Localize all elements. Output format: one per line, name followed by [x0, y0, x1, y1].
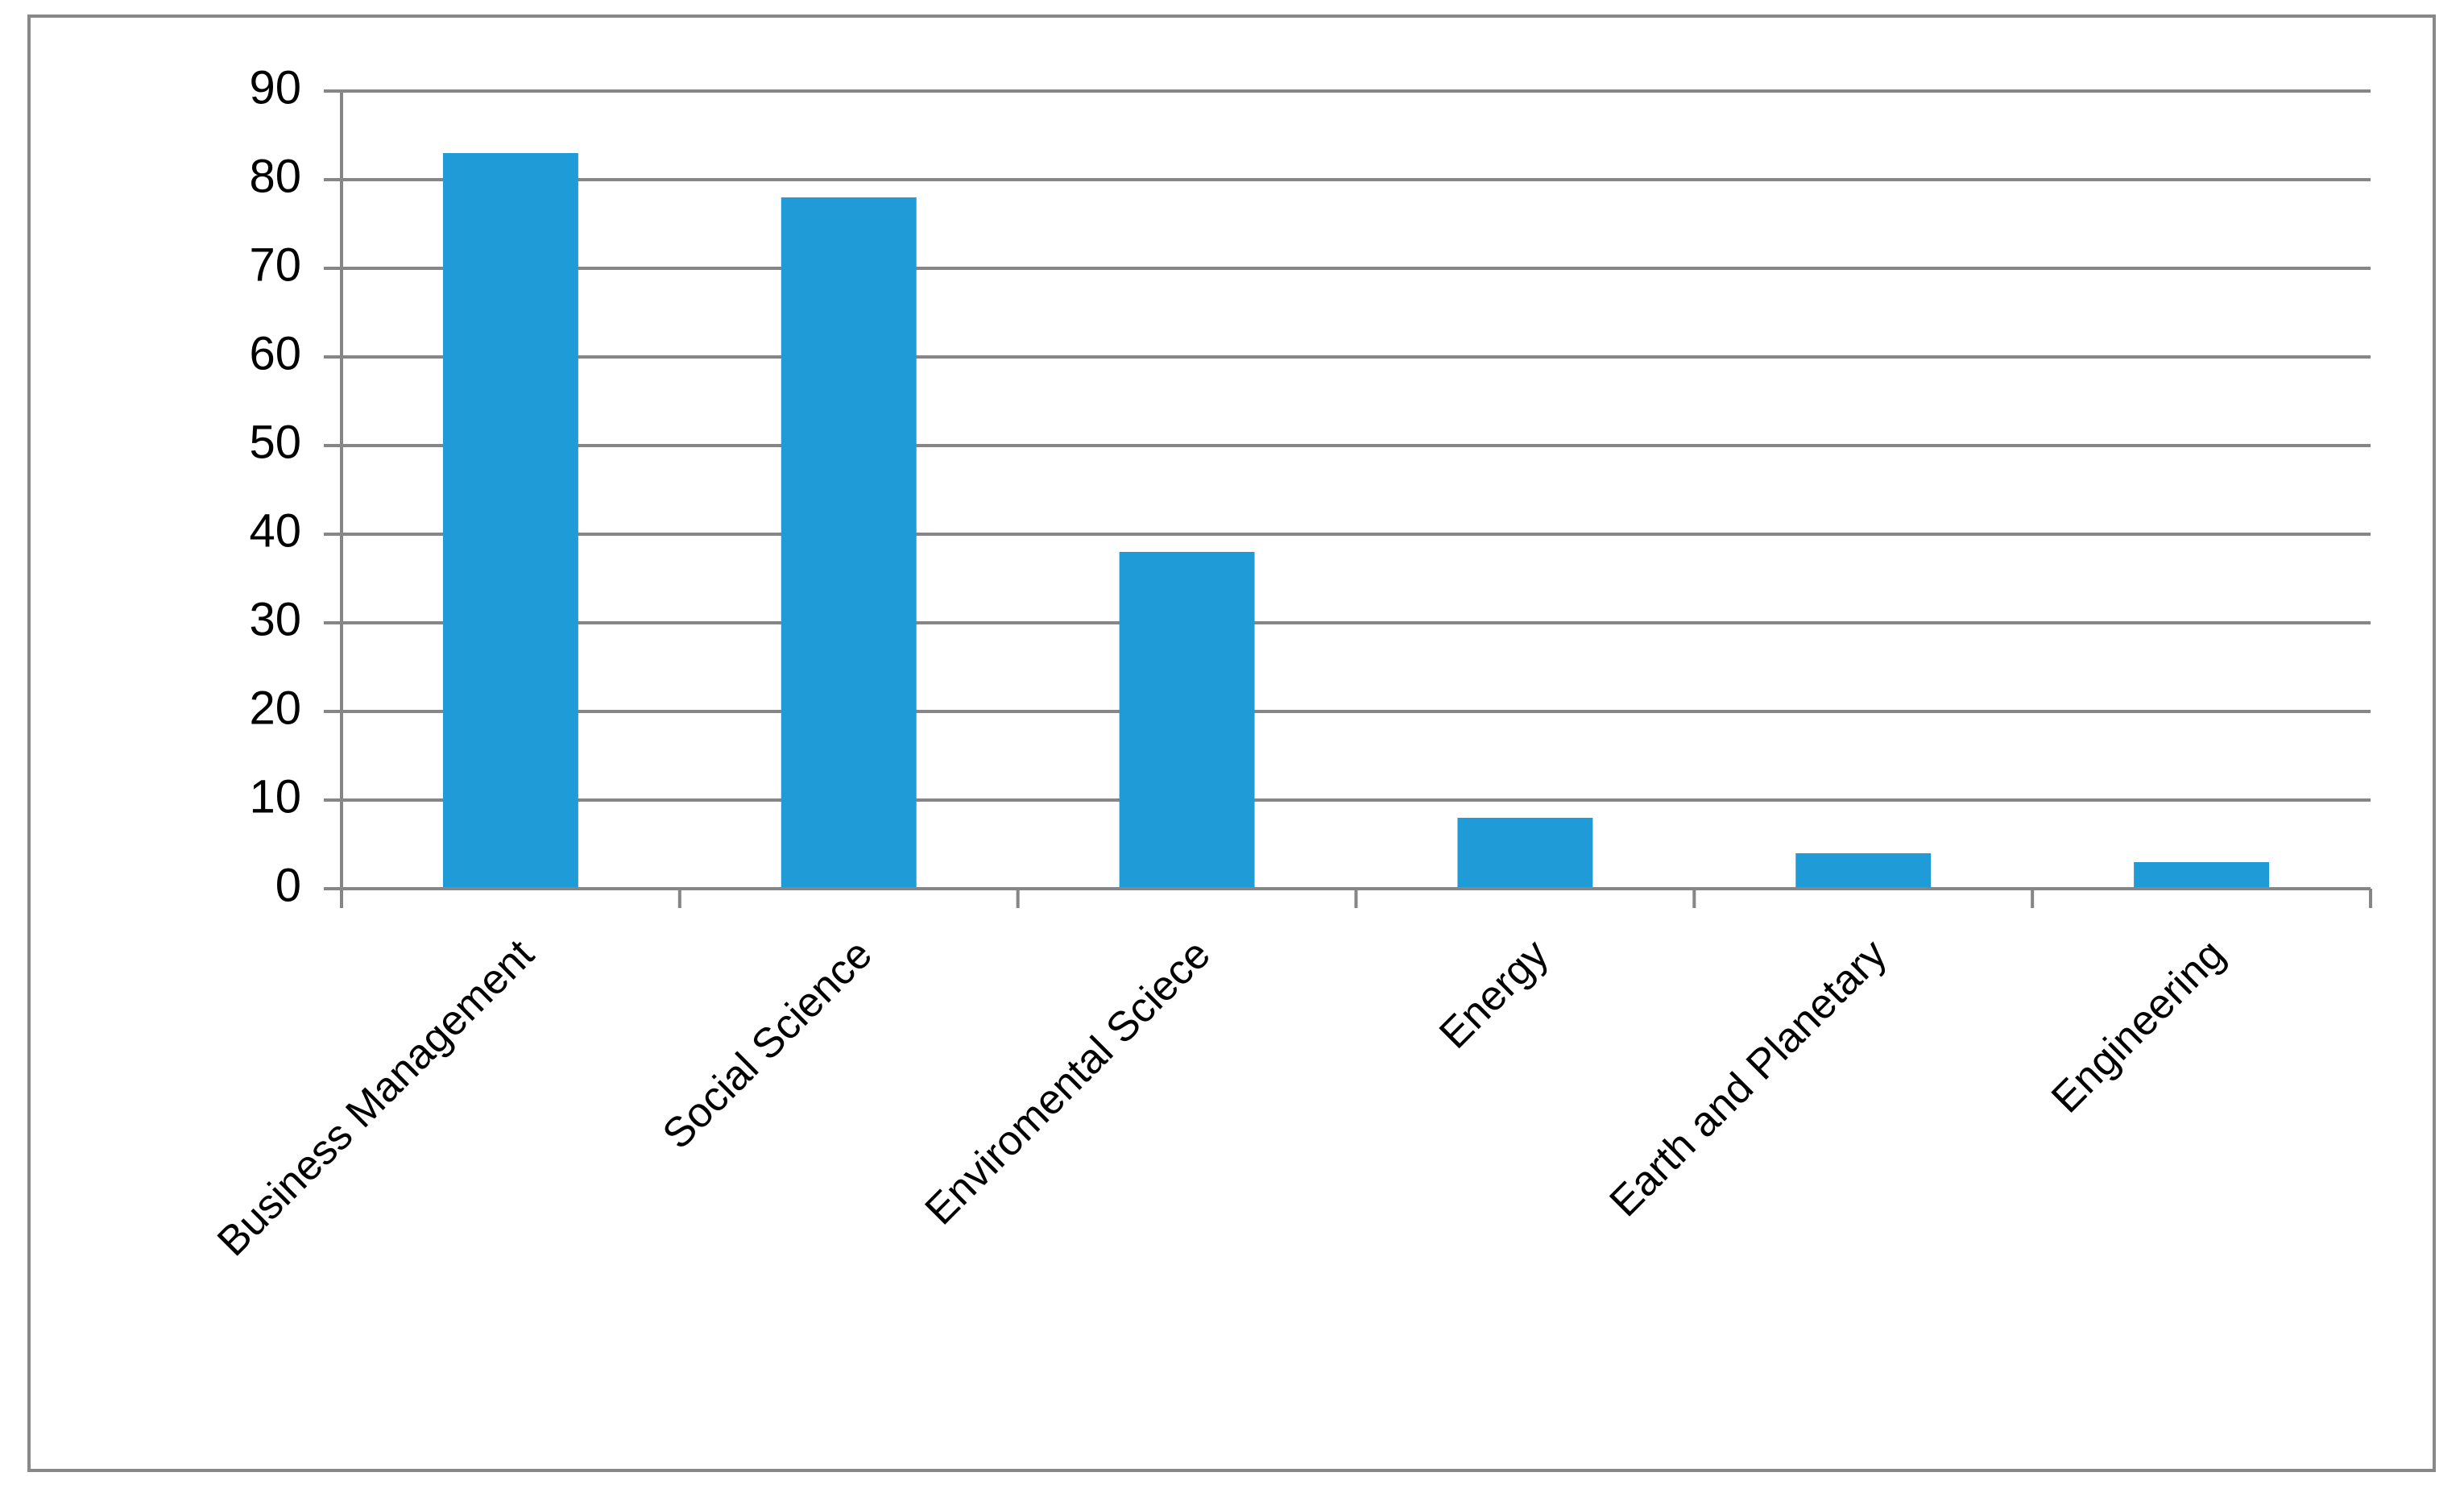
bar	[2134, 862, 2270, 889]
y-tick-label: 40	[249, 504, 301, 557]
y-tick-label: 70	[249, 238, 301, 291]
y-tick-label: 10	[249, 770, 301, 823]
bar	[442, 153, 578, 889]
bar	[1457, 818, 1593, 889]
y-tick-label: 90	[249, 61, 301, 114]
y-tick-label: 20	[249, 682, 301, 734]
y-tick-label: 0	[275, 859, 301, 911]
y-tick-label: 80	[249, 150, 301, 202]
bar	[1119, 552, 1255, 889]
y-tick-label: 60	[249, 327, 301, 379]
bar	[1795, 853, 1932, 889]
y-tick-label: 30	[249, 593, 301, 645]
y-tick-label: 50	[249, 416, 301, 468]
bar	[781, 197, 917, 889]
